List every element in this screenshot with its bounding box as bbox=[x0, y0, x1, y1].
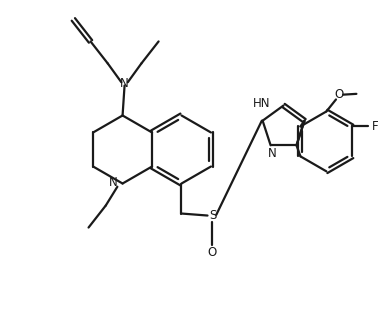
Text: F: F bbox=[372, 120, 378, 133]
Text: S: S bbox=[209, 209, 216, 222]
Text: HN: HN bbox=[253, 97, 271, 110]
Text: N: N bbox=[268, 147, 277, 160]
Text: O: O bbox=[334, 88, 344, 101]
Text: N: N bbox=[120, 77, 129, 90]
Text: N: N bbox=[109, 176, 117, 189]
Text: O: O bbox=[207, 246, 216, 259]
